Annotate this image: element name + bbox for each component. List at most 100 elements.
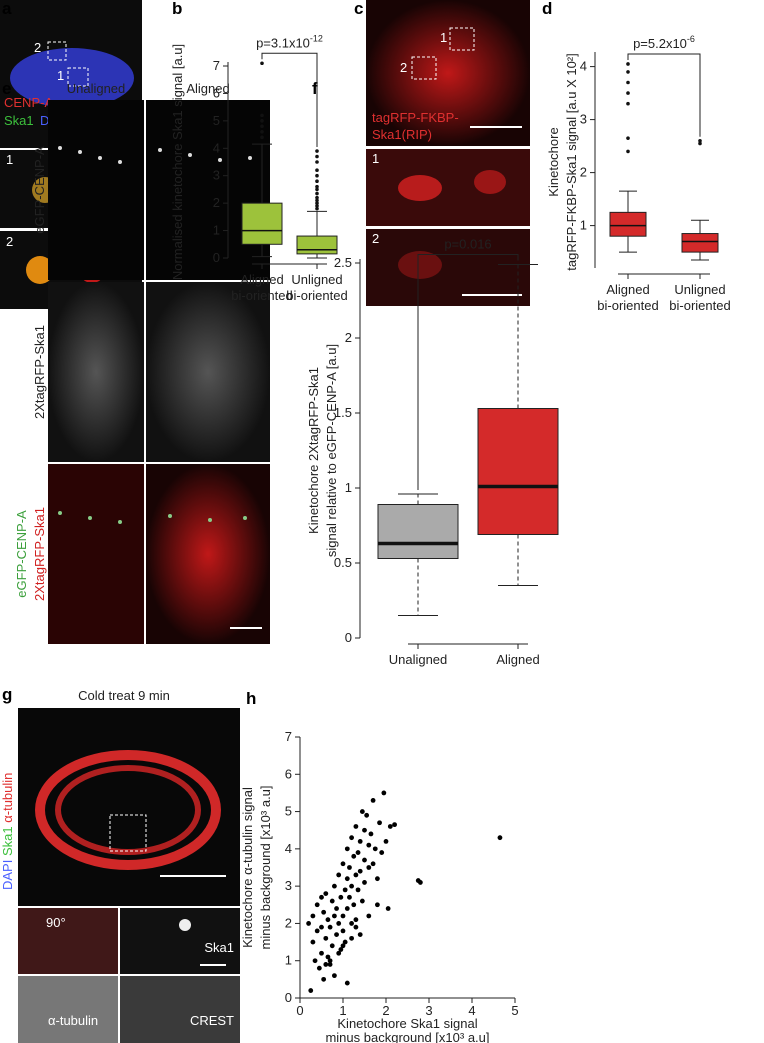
panel-label: c: [354, 0, 363, 18]
p-value-exponent: -6: [687, 34, 695, 44]
point: [366, 865, 372, 870]
x-tick-label: Unligned: [674, 282, 725, 297]
roi-label: 2: [400, 60, 407, 75]
y-tick-label: 2: [580, 165, 587, 180]
outlier: [315, 160, 319, 164]
point: [359, 898, 365, 904]
panel-label: h: [246, 689, 256, 708]
point: [385, 906, 391, 911]
y-tick-label: 3: [580, 112, 587, 127]
box: [477, 408, 559, 535]
point: [310, 913, 316, 919]
point: [357, 932, 363, 938]
x-tick-label: bi-oriented: [669, 298, 730, 313]
x-tick-label: bi-oriented: [597, 298, 658, 313]
panel-label: e: [2, 79, 11, 98]
point: [321, 976, 327, 982]
point: [336, 950, 342, 956]
point: [319, 924, 324, 930]
x-tick-label: Unligned: [291, 272, 342, 287]
channel-label: Ska1: [0, 826, 15, 856]
column-title: Unaligned: [67, 81, 126, 96]
y-tick-label: 4: [285, 841, 292, 856]
point: [387, 824, 393, 829]
point: [355, 850, 361, 855]
y-axis-label: tagRFP-FKBP-Ska1 signal [a.u X 10²]: [564, 53, 579, 270]
y-tick-label: 5: [285, 804, 292, 819]
column-title: Aligned: [186, 81, 229, 96]
outlier: [315, 149, 319, 153]
box: [296, 235, 338, 255]
outlier: [260, 119, 264, 123]
point: [312, 958, 318, 964]
x-tick-label: Unaligned: [389, 652, 448, 667]
point: [319, 950, 324, 956]
point: [338, 947, 344, 952]
y-tick-label: 3: [213, 168, 220, 183]
x-tick-label: 3: [425, 1003, 432, 1018]
point: [351, 902, 357, 908]
roi-label: 1: [440, 30, 447, 45]
point: [344, 980, 350, 986]
panel-label: f: [312, 79, 318, 98]
inset-label: CREST: [190, 1013, 234, 1028]
outlier: [698, 141, 702, 146]
significance-bracket: [261, 52, 318, 148]
outlier: [315, 184, 319, 189]
point: [357, 868, 363, 874]
point: [323, 891, 329, 896]
panel-g-images: [18, 708, 240, 1043]
point: [355, 887, 361, 893]
p-value-text: p=5.2x10: [633, 36, 687, 51]
point: [329, 898, 335, 904]
point: [353, 924, 359, 930]
x-tick-label: Aligned: [496, 652, 539, 667]
y-tick-label: 4: [213, 140, 220, 155]
outlier: [626, 101, 630, 106]
point: [325, 917, 331, 923]
channel-label: α-tubulin: [0, 773, 15, 823]
y-axis-label: Kinetochore: [546, 127, 561, 196]
outlier: [260, 135, 264, 140]
point: [362, 857, 367, 863]
y-tick-label: 2.5: [334, 255, 352, 270]
box: [241, 202, 283, 245]
point: [381, 790, 387, 796]
box: [377, 504, 459, 559]
outlier: [315, 154, 319, 159]
panel-label: g: [2, 685, 12, 704]
outlier: [315, 195, 319, 200]
outlier: [260, 113, 264, 118]
outlier: [315, 179, 319, 183]
outlier: [626, 149, 630, 154]
y-tick-label: 2: [213, 195, 220, 210]
channel-label: DAPI Ska1 α-tubulin: [0, 773, 15, 890]
rotation-label: 90°: [46, 915, 66, 930]
point: [347, 894, 352, 900]
significance-bracket: [417, 254, 519, 490]
point: [321, 909, 327, 915]
y-tick-label: 3: [285, 878, 292, 893]
point: [314, 902, 320, 908]
x-tick-label: 4: [468, 1003, 475, 1018]
outlier: [626, 80, 630, 85]
point: [383, 839, 389, 844]
y-tick-label: 0.5: [334, 555, 352, 570]
outlier: [315, 187, 319, 192]
point: [340, 928, 346, 934]
point: [308, 988, 314, 993]
roi-label: 1: [57, 68, 64, 83]
point: [332, 913, 337, 919]
point: [366, 842, 372, 848]
point: [332, 973, 337, 979]
point: [362, 827, 367, 833]
y-tick-label: 7: [213, 58, 220, 73]
channel-label: tagRFP-FKBP-: [372, 110, 459, 125]
y-tick-label: 2: [345, 330, 352, 345]
point: [377, 820, 382, 826]
point: [319, 894, 324, 900]
point: [325, 954, 331, 960]
point: [497, 835, 503, 841]
point: [344, 906, 350, 911]
point: [349, 935, 354, 941]
